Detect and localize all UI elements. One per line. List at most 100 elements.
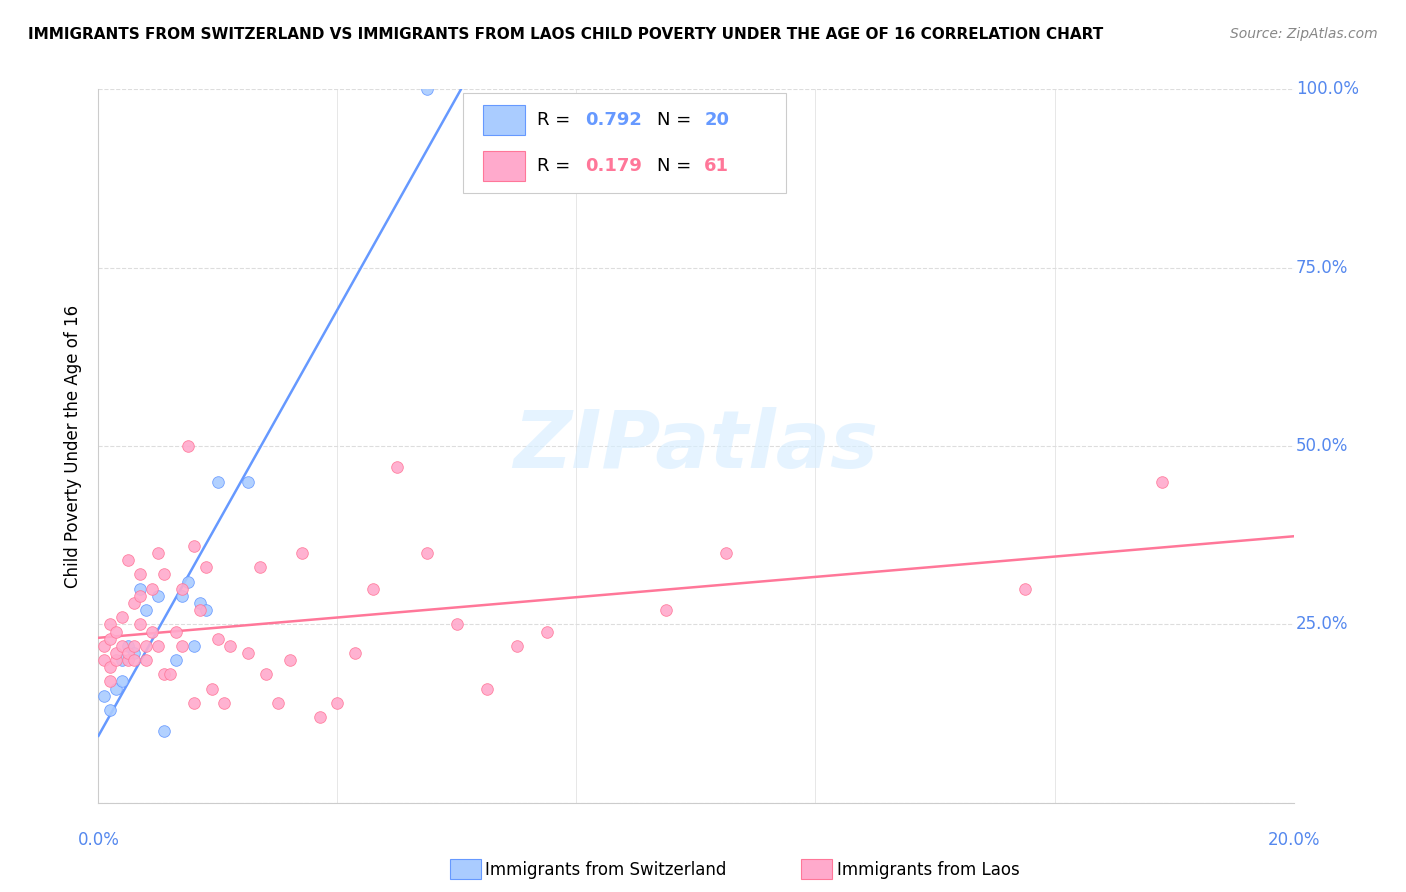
Text: Immigrants from Switzerland: Immigrants from Switzerland bbox=[485, 861, 727, 879]
Point bbox=[249, 560, 271, 574]
Point bbox=[105, 624, 128, 639]
Point bbox=[172, 589, 194, 603]
Text: 100.0%: 100.0% bbox=[1296, 80, 1360, 98]
Point bbox=[183, 639, 205, 653]
Point bbox=[536, 624, 558, 639]
Point bbox=[212, 696, 235, 710]
Point bbox=[153, 724, 176, 739]
Text: 0.0%: 0.0% bbox=[77, 831, 120, 849]
Text: 0.792: 0.792 bbox=[585, 111, 641, 128]
Point bbox=[124, 639, 146, 653]
Point bbox=[363, 582, 385, 596]
Text: 75.0%: 75.0% bbox=[1296, 259, 1348, 277]
Point bbox=[153, 667, 176, 681]
Point bbox=[416, 82, 439, 96]
Point bbox=[326, 696, 349, 710]
Point bbox=[129, 589, 152, 603]
Point bbox=[188, 596, 211, 610]
Point bbox=[105, 681, 128, 696]
Point bbox=[105, 646, 128, 660]
Point bbox=[111, 639, 134, 653]
Point bbox=[385, 460, 409, 475]
Point bbox=[98, 703, 122, 717]
FancyBboxPatch shape bbox=[484, 151, 524, 181]
Point bbox=[98, 674, 122, 689]
Point bbox=[236, 646, 259, 660]
Text: Source: ZipAtlas.com: Source: ZipAtlas.com bbox=[1230, 27, 1378, 41]
Point bbox=[98, 617, 122, 632]
Point bbox=[416, 546, 439, 560]
Point bbox=[111, 610, 134, 624]
Text: Immigrants from Laos: Immigrants from Laos bbox=[837, 861, 1019, 879]
Point bbox=[148, 546, 170, 560]
Text: 20.0%: 20.0% bbox=[1267, 831, 1320, 849]
Point bbox=[111, 653, 134, 667]
Point bbox=[201, 681, 224, 696]
Point bbox=[172, 582, 194, 596]
Point bbox=[177, 574, 200, 589]
Point bbox=[165, 653, 187, 667]
Point bbox=[124, 653, 146, 667]
Point bbox=[93, 653, 115, 667]
Point bbox=[165, 624, 187, 639]
Point bbox=[446, 617, 468, 632]
Point bbox=[207, 475, 229, 489]
Point bbox=[308, 710, 330, 724]
Point bbox=[93, 639, 115, 653]
Point bbox=[93, 689, 115, 703]
Point bbox=[141, 624, 163, 639]
Point bbox=[117, 553, 139, 567]
Text: R =: R = bbox=[537, 111, 576, 128]
Point bbox=[177, 439, 200, 453]
Point bbox=[655, 603, 678, 617]
Point bbox=[254, 667, 277, 681]
Point bbox=[117, 646, 139, 660]
Text: 0.179: 0.179 bbox=[585, 157, 641, 175]
Point bbox=[188, 603, 211, 617]
Point bbox=[129, 582, 152, 596]
Point bbox=[141, 582, 163, 596]
Point bbox=[135, 639, 157, 653]
Point bbox=[194, 603, 218, 617]
Point bbox=[506, 639, 529, 653]
Point bbox=[148, 589, 170, 603]
FancyBboxPatch shape bbox=[484, 104, 524, 135]
Text: 25.0%: 25.0% bbox=[1296, 615, 1348, 633]
Point bbox=[98, 632, 122, 646]
FancyBboxPatch shape bbox=[463, 93, 786, 193]
Text: N =: N = bbox=[657, 111, 696, 128]
Point bbox=[159, 667, 181, 681]
Point bbox=[344, 646, 367, 660]
Point bbox=[135, 653, 157, 667]
Text: 50.0%: 50.0% bbox=[1296, 437, 1348, 455]
Point bbox=[278, 653, 301, 667]
Point bbox=[129, 617, 152, 632]
Point bbox=[124, 596, 146, 610]
Point bbox=[207, 632, 229, 646]
Point bbox=[1150, 475, 1173, 489]
Point bbox=[714, 546, 737, 560]
Point bbox=[153, 567, 176, 582]
Point bbox=[1014, 582, 1036, 596]
Point bbox=[236, 475, 259, 489]
Point bbox=[148, 639, 170, 653]
Point bbox=[117, 653, 139, 667]
Point bbox=[111, 674, 134, 689]
Point bbox=[183, 539, 205, 553]
Point bbox=[105, 653, 128, 667]
Text: R =: R = bbox=[537, 157, 576, 175]
Text: N =: N = bbox=[657, 157, 696, 175]
Point bbox=[267, 696, 290, 710]
Point bbox=[117, 639, 139, 653]
Point bbox=[135, 603, 157, 617]
Point bbox=[183, 696, 205, 710]
Text: IMMIGRANTS FROM SWITZERLAND VS IMMIGRANTS FROM LAOS CHILD POVERTY UNDER THE AGE : IMMIGRANTS FROM SWITZERLAND VS IMMIGRANT… bbox=[28, 27, 1104, 42]
Point bbox=[129, 567, 152, 582]
Text: 20: 20 bbox=[704, 111, 730, 128]
Point bbox=[124, 646, 146, 660]
Point bbox=[219, 639, 242, 653]
Point bbox=[475, 681, 498, 696]
Point bbox=[194, 560, 218, 574]
Y-axis label: Child Poverty Under the Age of 16: Child Poverty Under the Age of 16 bbox=[65, 304, 83, 588]
Text: 61: 61 bbox=[704, 157, 730, 175]
